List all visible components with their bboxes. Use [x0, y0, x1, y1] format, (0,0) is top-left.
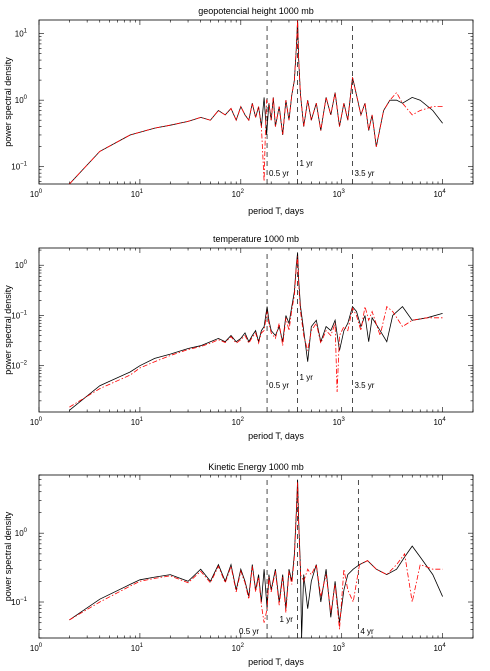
chart-title: geopotencial height 1000 mb [198, 6, 314, 16]
x-tick-label: 100 [30, 417, 43, 427]
x-tick-label: 104 [433, 417, 446, 427]
period-marker-label: 0.5 yr [239, 627, 259, 636]
y-axis-label: power spectral density [3, 57, 13, 147]
period-marker-label: 1 yr [300, 373, 314, 382]
chart-panel-3: Kinetic Energy 1000 mb 100 101 102 103 104 10−… [3, 462, 474, 667]
y-tick-label: 101 [15, 29, 28, 39]
y-axis-label: power spectral density [3, 285, 13, 375]
x-tick-label: 103 [333, 189, 346, 199]
x-tick-label: 104 [433, 189, 446, 199]
period-marker-label: 1 yr [280, 615, 294, 624]
chart-panel-1: geopotencial height 1000 mb 100 101 102 103 1… [3, 6, 474, 216]
chart-title: temperature 1000 mb [213, 234, 299, 244]
x-axis-label: period T, days [248, 206, 304, 216]
x-tick-label: 101 [131, 643, 144, 653]
y-tick-label: 100 [15, 260, 28, 270]
series-line-2 [69, 20, 443, 184]
x-tick-label: 102 [232, 643, 245, 653]
y-tick-label: 10−1 [11, 162, 27, 172]
y-tick-label: 10−1 [11, 310, 27, 320]
period-marker-label: 3.5 yr [354, 381, 374, 390]
series-line-1 [69, 479, 443, 638]
period-marker-label: 0.5 yr [269, 381, 289, 390]
y-tick-label: 100 [15, 528, 28, 538]
plot-frame [38, 19, 474, 185]
series-line-1 [69, 252, 443, 411]
period-marker-label: 0.5 yr [269, 169, 289, 178]
plot-frame [38, 474, 474, 639]
x-tick-label: 100 [30, 643, 43, 653]
x-tick-label: 102 [232, 417, 245, 427]
y-tick-label: 100 [15, 95, 28, 105]
x-axis-label: period T, days [248, 657, 304, 667]
x-tick-label: 104 [433, 643, 446, 653]
x-tick-label: 101 [131, 417, 144, 427]
plot-frame [38, 247, 474, 413]
y-tick-label: 10−2 [11, 361, 27, 371]
chart-title: Kinetic Energy 1000 mb [208, 462, 304, 472]
y-tick-label: 10−1 [11, 597, 27, 607]
period-marker-label: 1 yr [300, 159, 314, 168]
x-tick-label: 103 [333, 417, 346, 427]
x-tick-label: 103 [333, 643, 346, 653]
series-line-2 [69, 482, 443, 630]
period-marker-label: 4 yr [360, 627, 374, 636]
period-marker-label: 3.5 yr [354, 169, 374, 178]
y-axis-label: power spectral density [3, 511, 13, 601]
series-line-1 [69, 20, 443, 184]
series-line-2 [69, 256, 443, 408]
chart-panel-2: temperature 1000 mb 100 101 102 103 104 10−2 10… [3, 234, 474, 441]
x-tick-label: 100 [30, 189, 43, 199]
x-axis-label: period T, days [248, 431, 304, 441]
x-tick-label: 102 [232, 189, 245, 199]
x-tick-label: 101 [131, 189, 144, 199]
